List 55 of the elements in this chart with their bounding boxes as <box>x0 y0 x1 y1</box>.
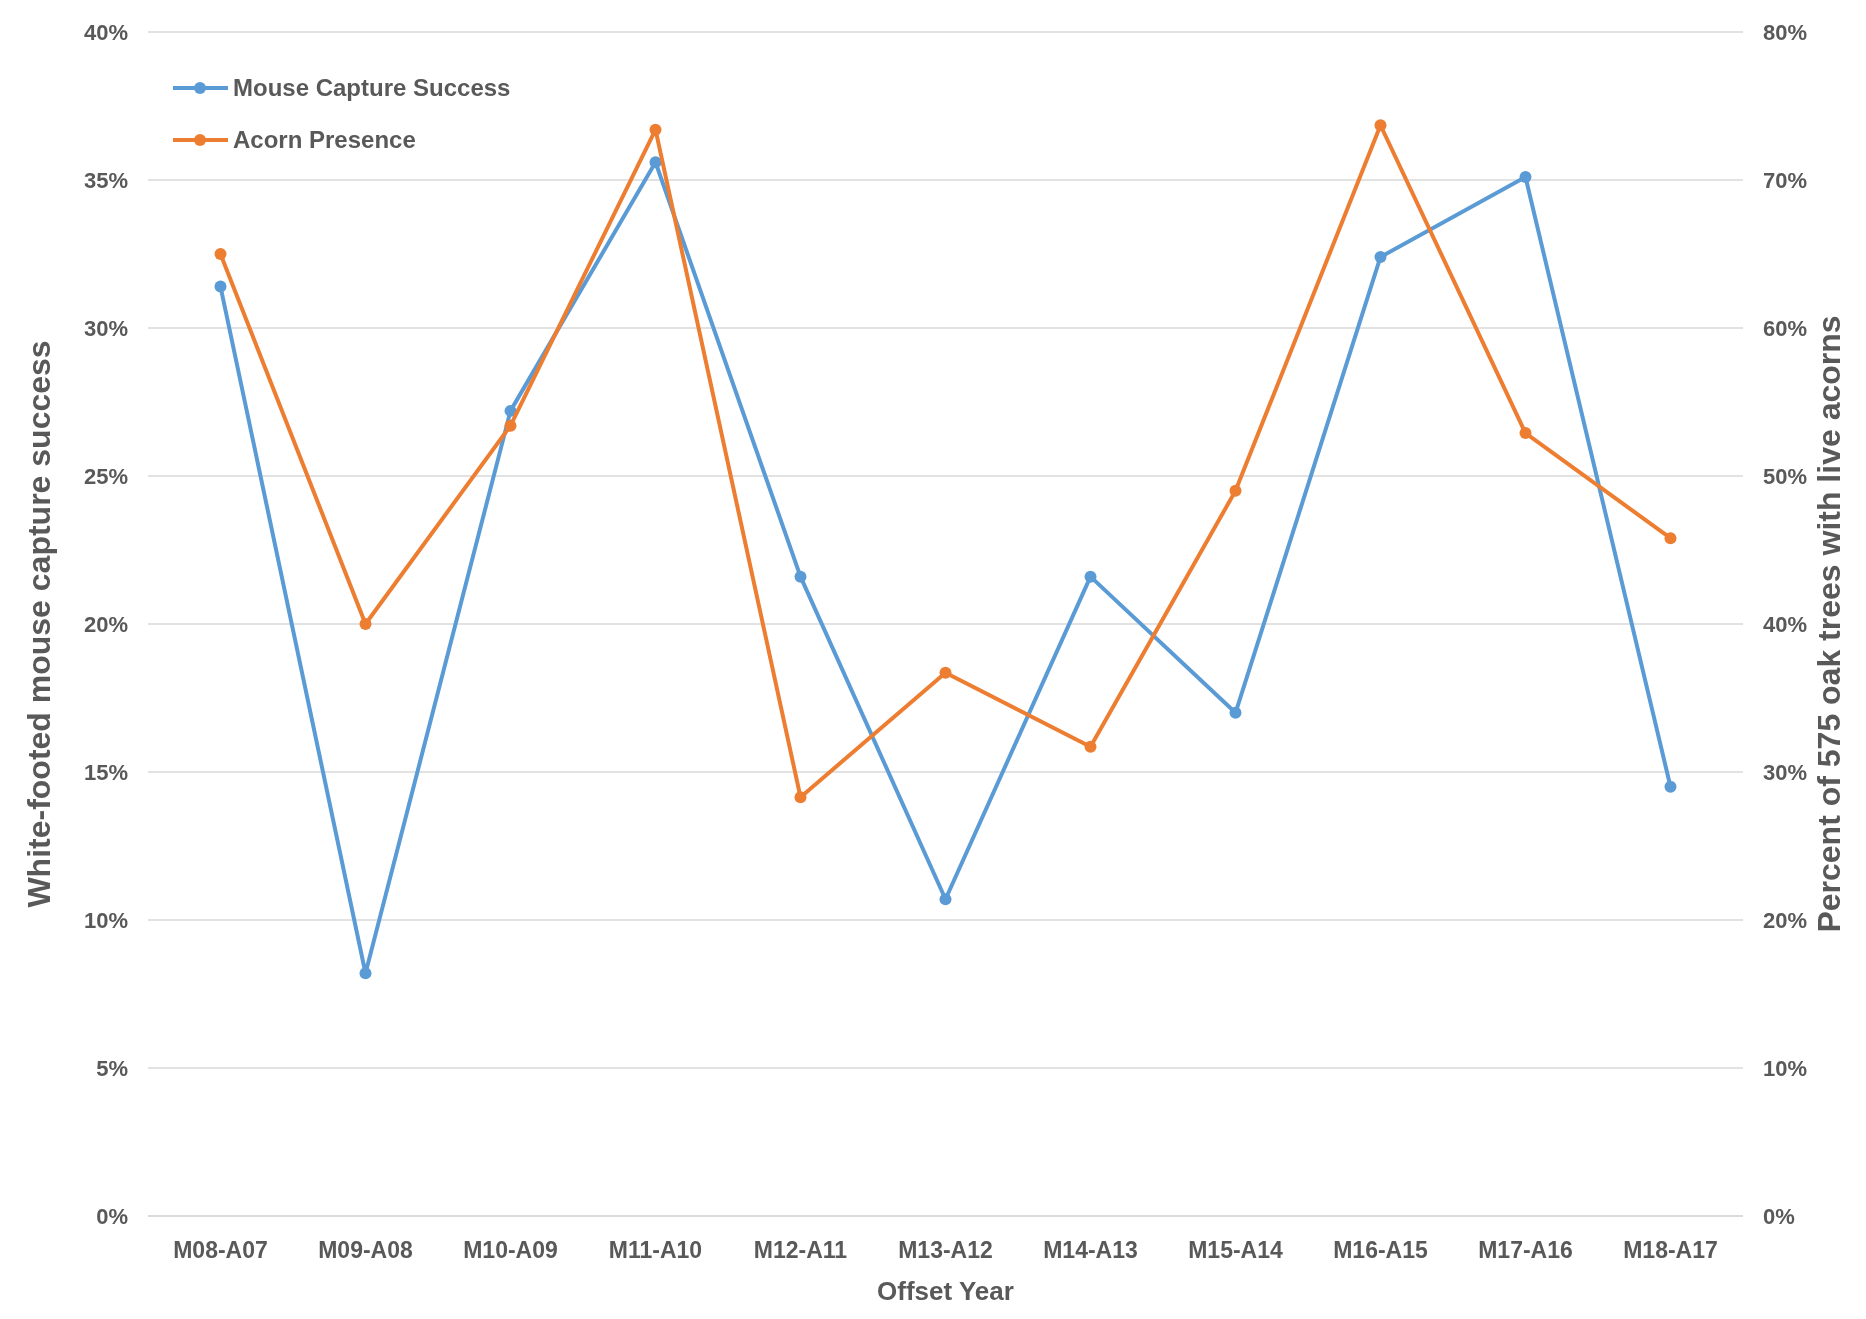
y2-tick-label: 60% <box>1763 315 1808 341</box>
x-tick-label: M10-A09 <box>463 1237 558 1263</box>
point <box>504 419 517 432</box>
point <box>359 967 372 980</box>
x-tick-label: M14-A13 <box>1043 1237 1138 1263</box>
point <box>794 791 807 804</box>
x-tick-label: M09-A08 <box>318 1237 413 1263</box>
y-tick-label: 20% <box>83 611 128 637</box>
point <box>359 618 372 630</box>
y-tick-label: 35% <box>83 167 128 193</box>
y-tick-label: 10% <box>83 907 128 933</box>
point <box>214 248 227 260</box>
point <box>1084 740 1097 753</box>
y2-tick-label: 10% <box>1763 1055 1808 1081</box>
y-tick-label: 30% <box>83 315 128 341</box>
y2-tick-label: 70% <box>1763 167 1808 193</box>
y2-tick-label: 0% <box>1763 1203 1795 1229</box>
x-tick-label: M08-A07 <box>173 1237 268 1263</box>
y2-tick-label: 20% <box>1763 907 1808 933</box>
point <box>1229 706 1242 719</box>
y2-tick-label: 80% <box>1763 19 1808 45</box>
y-axis-title: White-footed mouse capture success <box>21 340 57 908</box>
y2-tick-label: 40% <box>1763 611 1808 637</box>
x-tick-label: M13-A12 <box>898 1237 993 1263</box>
point <box>214 280 227 293</box>
y2-axis-title: Percent of 575 oak trees with live acorns <box>1811 315 1847 933</box>
point <box>1229 484 1242 497</box>
point <box>1084 570 1097 583</box>
point <box>1374 250 1387 263</box>
point <box>939 893 952 906</box>
point <box>1664 532 1677 545</box>
y2-tick-label: 30% <box>1763 759 1808 785</box>
point <box>1519 171 1532 184</box>
point <box>649 156 662 169</box>
x-axis-title: Offset Year <box>877 1276 1014 1306</box>
legend-label: Acorn Presence <box>233 126 416 154</box>
x-tick-label: M11-A10 <box>608 1237 703 1263</box>
y-tick-label: 0% <box>96 1203 128 1229</box>
y-tick-label: 5% <box>96 1055 128 1081</box>
x-tick-label: M15-A14 <box>1188 1237 1283 1263</box>
y-tick-label: 40% <box>83 19 128 45</box>
x-tick-label: M18-A17 <box>1623 1237 1718 1263</box>
point <box>794 570 807 583</box>
x-tick-label: M12-A11 <box>753 1237 848 1263</box>
point <box>1664 780 1677 793</box>
y-tick-label: 25% <box>83 463 128 489</box>
point <box>1374 119 1387 132</box>
point <box>939 666 952 679</box>
y-tick-label: 15% <box>83 759 128 785</box>
x-tick-label: M17-A16 <box>1478 1237 1573 1263</box>
point <box>649 123 662 136</box>
x-tick-label: M16-A15 <box>1333 1237 1428 1263</box>
point <box>1519 427 1532 440</box>
y2-tick-label: 50% <box>1763 463 1808 489</box>
legend-label: Mouse Capture Success <box>233 74 511 102</box>
